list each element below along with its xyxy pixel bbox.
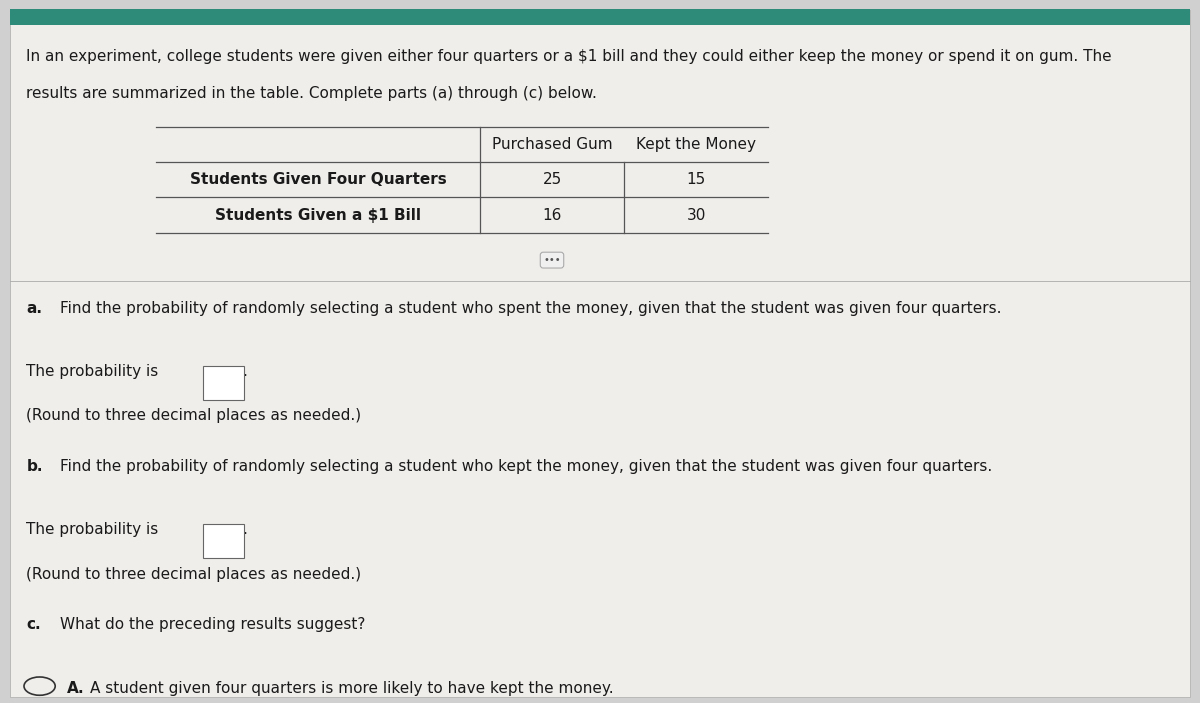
Text: Students Given a $1 Bill: Students Given a $1 Bill <box>215 207 421 223</box>
Text: b.: b. <box>26 459 43 474</box>
Text: A student given four quarters is more likely to have kept the money.: A student given four quarters is more li… <box>90 681 613 695</box>
Text: Find the probability of randomly selecting a student who kept the money, given t: Find the probability of randomly selecti… <box>60 459 992 474</box>
Text: Students Given Four Quarters: Students Given Four Quarters <box>190 172 446 187</box>
Text: c.: c. <box>26 617 41 632</box>
Text: a.: a. <box>26 301 42 316</box>
Text: •••: ••• <box>544 255 560 265</box>
Text: The probability is: The probability is <box>26 364 158 379</box>
Text: Kept the Money: Kept the Money <box>636 136 756 152</box>
Text: (Round to three decimal places as needed.): (Round to three decimal places as needed… <box>26 567 361 581</box>
Text: What do the preceding results suggest?: What do the preceding results suggest? <box>60 617 365 632</box>
Text: A.: A. <box>67 681 85 695</box>
Text: .: . <box>242 522 247 537</box>
Text: Find the probability of randomly selecting a student who spent the money, given : Find the probability of randomly selecti… <box>60 301 1002 316</box>
Text: results are summarized in the table. Complete parts (a) through (c) below.: results are summarized in the table. Com… <box>26 86 598 101</box>
Text: 16: 16 <box>542 207 562 223</box>
FancyBboxPatch shape <box>203 366 244 400</box>
Text: 30: 30 <box>686 207 706 223</box>
FancyBboxPatch shape <box>203 524 244 558</box>
Text: 15: 15 <box>686 172 706 187</box>
Text: 25: 25 <box>542 172 562 187</box>
Text: In an experiment, college students were given either four quarters or a $1 bill : In an experiment, college students were … <box>26 49 1112 64</box>
Text: The probability is: The probability is <box>26 522 158 537</box>
Text: .: . <box>242 364 247 379</box>
Text: (Round to three decimal places as needed.): (Round to three decimal places as needed… <box>26 408 361 423</box>
Text: Purchased Gum: Purchased Gum <box>492 136 612 152</box>
